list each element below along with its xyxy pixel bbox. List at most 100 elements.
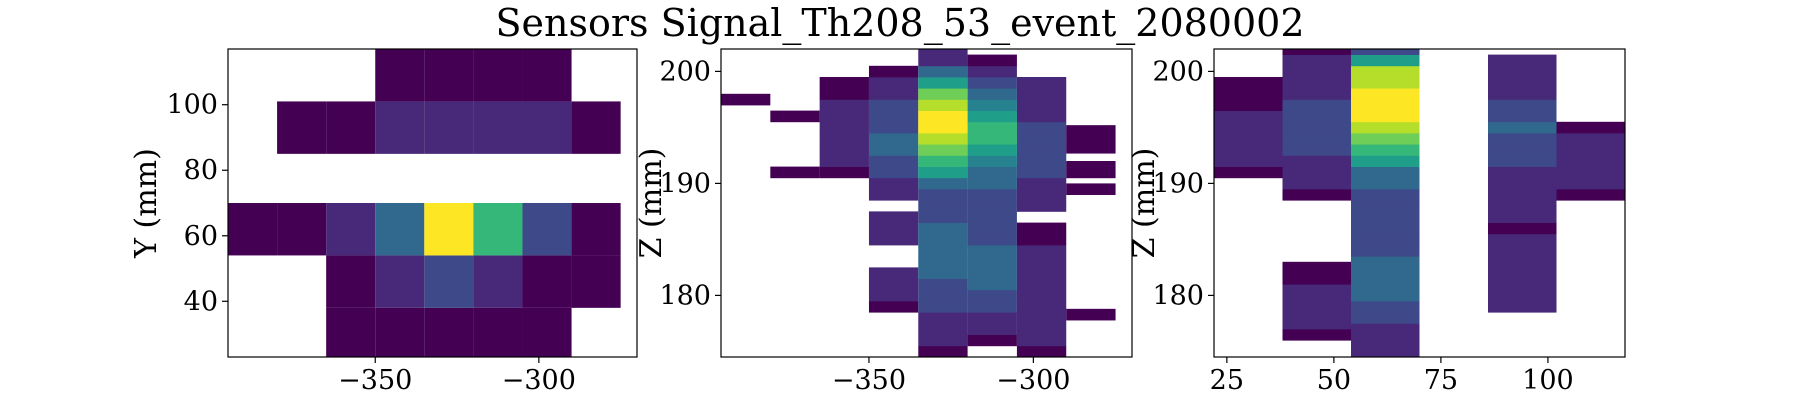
y-tick-label: 200 — [1152, 56, 1204, 87]
heatmap-cell — [1351, 289, 1420, 302]
heatmap-cell — [918, 345, 968, 357]
heatmap-cell — [868, 166, 919, 179]
heatmap-cell — [1351, 312, 1420, 324]
heatmap-cell — [868, 177, 919, 190]
heatmap-cell — [1282, 65, 1351, 78]
heatmap-cell — [1016, 233, 1067, 246]
heatmap-cell — [1351, 245, 1420, 257]
heatmap-cell — [1016, 110, 1067, 123]
heatmap-cell — [1488, 65, 1557, 78]
heatmap-cell — [1282, 54, 1351, 67]
heatmap-cell — [967, 267, 1017, 279]
heatmap-cell — [1282, 317, 1351, 330]
heatmap-cell — [967, 222, 1017, 235]
heatmap-cell — [1282, 144, 1351, 156]
heatmap-cell — [375, 203, 425, 256]
heatmap-cell — [1066, 161, 1116, 179]
y-tick-label: 100 — [166, 90, 218, 121]
heatmap-cell — [967, 189, 1017, 201]
heatmap-cell — [326, 255, 376, 308]
heatmap-cell — [1214, 88, 1283, 100]
heatmap-cell — [1282, 121, 1351, 134]
heatmap-cell — [522, 255, 572, 308]
heatmap-cell — [1016, 121, 1067, 134]
heatmap-cell — [819, 121, 869, 134]
heatmap-cell — [868, 289, 919, 302]
heatmap-cell — [1214, 166, 1283, 179]
heatmap-cell — [918, 233, 968, 246]
heatmap-cell — [918, 278, 968, 291]
heatmap-cell — [424, 49, 474, 102]
heatmap-cell — [1016, 155, 1067, 167]
heatmap-cell — [967, 278, 1017, 291]
heatmap-cell — [967, 99, 1017, 111]
heatmap-cell — [1556, 121, 1625, 134]
heatmap-cell — [1282, 177, 1351, 190]
heatmap-cell — [473, 203, 523, 256]
y-tick-label: 80 — [184, 155, 218, 186]
heatmap-cell — [522, 101, 572, 154]
heatmap-cell — [1282, 295, 1351, 307]
y-tick-label: 200 — [659, 56, 711, 87]
heatmap-cell — [918, 155, 968, 167]
heatmap-cell — [326, 101, 376, 154]
heatmap-cell — [967, 77, 1017, 89]
heatmap-cell — [571, 255, 621, 308]
x-tick-label: −350 — [832, 365, 906, 396]
heatmap-cell — [967, 233, 1017, 246]
y-tick-label: 190 — [1152, 168, 1204, 199]
heatmap-cell — [375, 49, 425, 102]
heatmap-cell — [819, 144, 869, 156]
heatmap-cell — [1351, 88, 1420, 100]
x-tick-label: −350 — [338, 365, 412, 396]
heatmap-cell — [277, 101, 327, 154]
x-tick-label: 100 — [1522, 365, 1574, 396]
heatmap-cell — [1488, 245, 1557, 257]
heatmap-cells — [721, 49, 1116, 357]
heatmap-cell — [1351, 323, 1420, 335]
x-tick-label: 75 — [1424, 365, 1458, 396]
heatmap-cell — [1488, 256, 1557, 268]
heatmap-cell — [967, 121, 1017, 134]
heatmap-cell — [228, 203, 278, 256]
heatmap-cell — [424, 203, 474, 256]
heatmap-cell — [326, 203, 376, 256]
heatmap-cell — [918, 245, 968, 257]
y-tick-label: 180 — [659, 280, 711, 311]
heatmap-cell — [918, 121, 968, 134]
heatmap-cell — [868, 155, 919, 167]
y-tick-label: 190 — [659, 168, 711, 199]
heatmap-cell — [1282, 261, 1351, 274]
x-tick-label: −300 — [502, 365, 576, 396]
heatmap-cell — [1351, 155, 1420, 167]
heatmap-cell — [770, 166, 820, 179]
heatmap-cell — [1351, 166, 1420, 179]
heatmap-cell — [1282, 329, 1351, 341]
axes-frame — [720, 48, 1133, 358]
heatmap-cell — [1488, 155, 1557, 167]
heatmap-cell — [1016, 267, 1067, 279]
heatmap-cell — [1214, 110, 1283, 123]
heatmap-cell — [1016, 77, 1067, 89]
heatmap-cell — [1016, 245, 1067, 257]
heatmap-cell — [967, 245, 1017, 257]
heatmap-cell — [1351, 256, 1420, 268]
heatmap-cell — [1351, 278, 1420, 291]
heatmap-cell — [326, 307, 376, 357]
heatmap-cell — [868, 301, 919, 313]
heatmap-cell — [1556, 144, 1625, 156]
heatmap-cell — [1351, 110, 1420, 123]
heatmap-cell — [918, 323, 968, 335]
heatmap-cell — [918, 65, 968, 78]
heatmap-cell — [1282, 166, 1351, 179]
heatmap-cell — [819, 77, 869, 89]
heatmap-cell — [1282, 189, 1351, 201]
x-tick-label: 50 — [1317, 365, 1351, 396]
heatmap-cell — [918, 110, 968, 123]
heatmap-cell — [1351, 233, 1420, 246]
heatmap-cell — [967, 133, 1017, 145]
heatmap-cell — [1488, 278, 1557, 291]
heatmap-cell — [1488, 110, 1557, 123]
heatmap-cell — [1016, 278, 1067, 291]
heatmap-cell — [918, 166, 968, 179]
